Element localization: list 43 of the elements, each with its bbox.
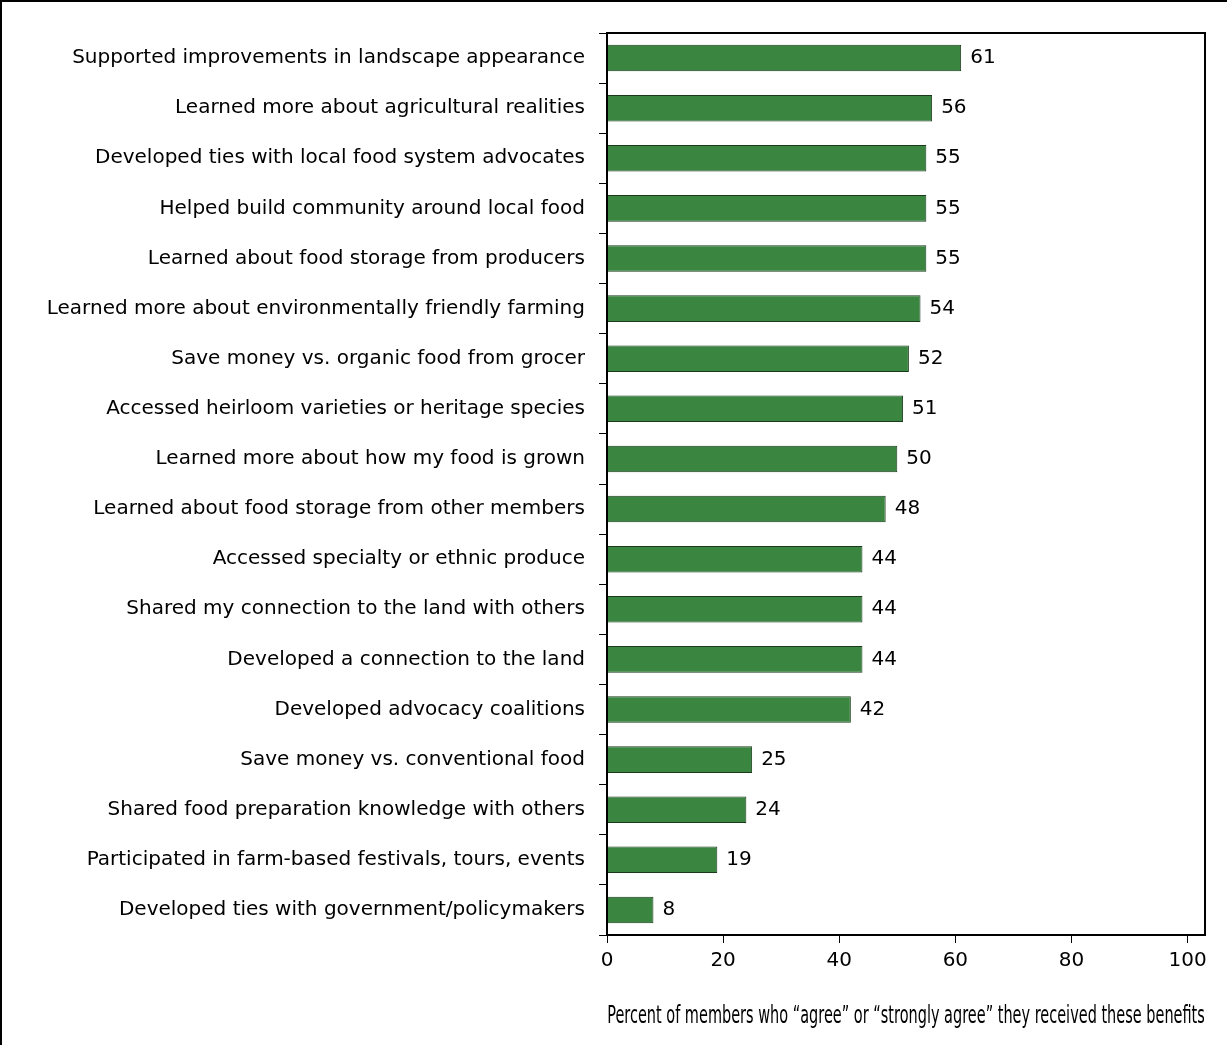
data-label: 19	[726, 846, 752, 871]
data-label: 44	[871, 645, 897, 670]
y-tick-label: Helped build community around local food	[159, 194, 585, 219]
x-tick-label: 60	[942, 947, 969, 972]
y-tick-label: Developed advocacy coalitions	[274, 695, 585, 720]
y-tick-label: Participated in farm-based festivals, tours, events	[86, 846, 585, 871]
data-label: 56	[941, 94, 967, 119]
y-tick-label: Developed a connection to the land	[227, 645, 585, 670]
data-label: 52	[917, 344, 944, 369]
y-tick-label: Shared food preparation knowledge with others	[107, 795, 585, 820]
data-label: 44	[871, 595, 897, 620]
y-tick-label: Learned more about environmentally friendly farming	[46, 294, 585, 319]
y-tick-label: Developed ties with local food system advocates	[95, 144, 585, 169]
x-tick-label: 20	[710, 947, 736, 972]
y-tick-label: Learned more about how my food is grown	[155, 445, 585, 470]
y-tick-label: Shared my connection to the land with others	[126, 595, 585, 620]
data-label: 24	[755, 795, 781, 820]
x-tick-label: 40	[826, 947, 852, 972]
data-label: 50	[906, 445, 932, 470]
x-axis-title: Percent of members who “agree” or “strongly agree” they received these benefits	[607, 999, 1205, 1029]
data-label: 55	[935, 244, 961, 269]
data-label: 55	[935, 194, 961, 219]
y-tick-label: Accessed specialty or ethnic produce	[212, 545, 585, 570]
data-label: 61	[970, 44, 996, 69]
data-label: 44	[871, 545, 897, 570]
y-tick-label: Save money vs. conventional food	[240, 745, 585, 770]
data-label: 48	[894, 495, 921, 520]
data-label: 55	[935, 144, 961, 169]
data-label: 42	[859, 695, 886, 720]
data-label: 54	[929, 294, 955, 319]
y-tick-label: Supported improvements in landscape appearance	[72, 44, 585, 69]
x-tick-label: 0	[600, 947, 614, 972]
y-tick-label: Learned about food storage from other members	[93, 495, 585, 520]
data-label: 8	[662, 896, 676, 921]
y-tick-label: Accessed heirloom varieties or heritage species	[106, 395, 585, 420]
y-tick-label: Learned about food storage from producers	[147, 244, 585, 269]
x-tick-label: 80	[1058, 947, 1085, 972]
data-label: 51	[912, 395, 938, 420]
y-tick-label: Save money vs. organic food from grocer	[171, 344, 586, 369]
y-tick-label: Learned more about agricultural realities	[175, 94, 585, 119]
x-tick-label: 100	[1168, 947, 1207, 972]
data-label: 25	[761, 745, 787, 770]
y-tick-label: Developed ties with government/policymakers	[118, 896, 585, 921]
